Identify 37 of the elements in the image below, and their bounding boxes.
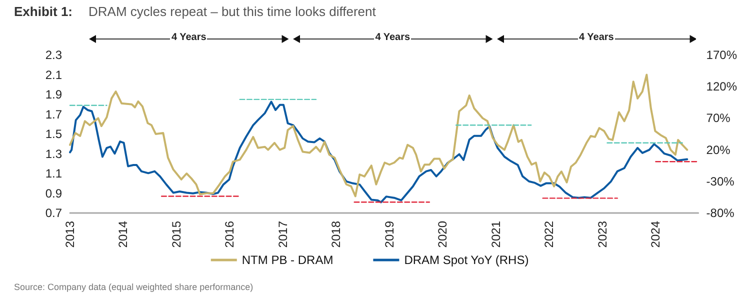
y-tick-label: 1.1 (45, 166, 62, 180)
y2-tick-label: -80% (706, 206, 735, 220)
x-tick-label: 2024 (648, 220, 663, 248)
source-note: Source: Company data (equal weighted share performance) (14, 282, 254, 292)
line-series (69, 74, 688, 198)
x-tick-label: 2020 (436, 220, 450, 248)
x-tick-label: 2018 (329, 220, 344, 248)
y-tick-label: 0.9 (45, 186, 62, 200)
y2-tick-label: 70% (706, 111, 731, 126)
y-tick-label: 2.3 (45, 48, 62, 62)
legend-label: DRAM Spot YoY (RHS) (404, 253, 529, 267)
y2-tick-label: 20% (706, 142, 731, 157)
y-tick-label: 2.1 (45, 68, 62, 82)
y-tick-label: 0.7 (45, 206, 62, 220)
x-tick-label: 2015 (169, 220, 184, 248)
x-tick-label: 2014 (116, 220, 130, 248)
y2-tick-label: 120% (706, 80, 738, 94)
text: 4 Years (578, 32, 615, 43)
y-tick-label: 1.7 (45, 107, 62, 122)
text: 4 Years (170, 32, 208, 43)
x-tick-label: 2022 (542, 220, 556, 248)
text: 4 Years (374, 32, 412, 43)
x-tick-label: 2016 (222, 220, 237, 248)
y2-tick-label: -30% (706, 174, 735, 188)
x-tick-label: 2019 (382, 220, 396, 248)
legend-label: NTM PB - DRAM (242, 253, 334, 267)
x-tick-label: 2017 (276, 220, 290, 248)
y-tick-label: 1.9 (45, 88, 62, 102)
y2-tick-label: 170% (706, 48, 738, 62)
x-tick-label: 2013 (63, 220, 77, 248)
x-tick-label: 2023 (595, 220, 610, 248)
chart-title: Exhibit 1: (14, 4, 73, 19)
line-series (69, 100, 688, 204)
y-tick-label: 1.3 (45, 146, 62, 161)
chart-subtitle: DRAM cycles repeat – but this time looks different (88, 4, 376, 19)
y-tick-label: 1.5 (45, 127, 62, 141)
x-tick-label: 2021 (488, 220, 503, 248)
